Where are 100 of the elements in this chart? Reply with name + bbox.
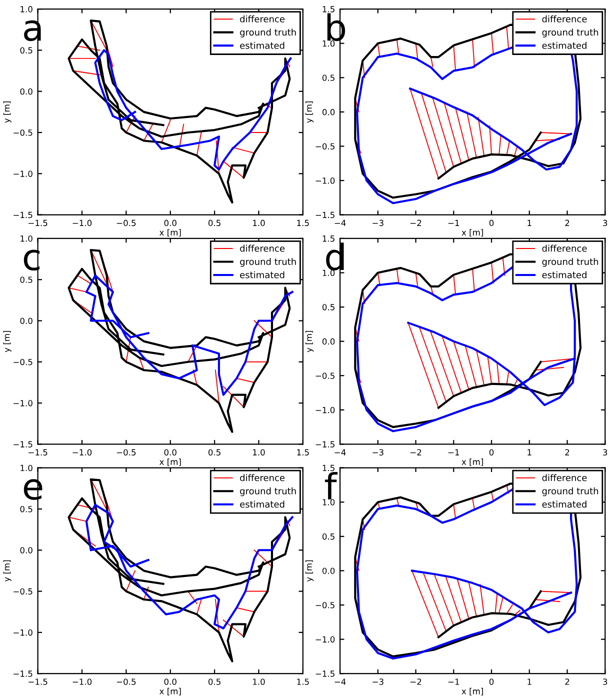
legend-label: difference — [240, 244, 285, 252]
y-tick-label: −1.0 — [316, 406, 335, 414]
y-tick-label: −0.5 — [316, 143, 334, 150]
legend-label: difference — [542, 474, 587, 482]
y-axis-title: y [m] — [305, 560, 314, 582]
x-tick-label: −4 — [334, 678, 346, 685]
x-tick-label: 0.5 — [208, 449, 220, 456]
y-tick-label: −1.0 — [14, 629, 32, 636]
x-tick-label: −3 — [372, 449, 384, 456]
y-axis-title: y [m] — [305, 102, 314, 123]
legend-label: difference — [240, 15, 285, 22]
y-tick-label: −1.0 — [14, 170, 32, 177]
x-tick-label: −1.0 — [72, 678, 92, 685]
legend-label: difference — [542, 15, 587, 22]
x-tick-label: −1.5 — [28, 678, 48, 685]
x-tick-label: −3 — [372, 220, 384, 226]
x-tick-label: −1 — [448, 678, 460, 685]
y-axis-title: y [m] — [3, 102, 12, 123]
y-tick-label: −0.5 — [14, 358, 32, 366]
legend-label: estimated — [240, 271, 284, 278]
y-tick-label: −1.5 — [316, 441, 334, 448]
x-axis-title: x [m] — [160, 229, 181, 237]
x-tick-label: −1 — [448, 449, 460, 456]
legend-label: ground truth — [240, 28, 296, 38]
y-tick-label: 0.5 — [20, 47, 32, 54]
legend-label: estimated — [240, 500, 284, 508]
y-tick-label: 1.0 — [322, 40, 335, 47]
y-tick-label: 0.0 — [20, 318, 32, 324]
x-tick-label: −1.5 — [28, 449, 48, 456]
y-tick-label: 0.5 — [322, 533, 334, 540]
y-tick-label: −0.5 — [316, 372, 334, 379]
x-tick-label: 0.5 — [208, 220, 220, 226]
legend-label: ground truth — [542, 28, 598, 38]
x-tick-label: 1.0 — [253, 678, 265, 685]
x-tick-label: 2 — [565, 220, 570, 226]
y-tick-label: −0.5 — [316, 602, 334, 608]
y-tick-label: 0.0 — [322, 338, 335, 345]
legend-label: ground truth — [542, 258, 598, 267]
y-tick-label: −1.0 — [14, 400, 32, 406]
x-tick-label: −1.5 — [28, 220, 48, 226]
x-tick-label: −2 — [410, 220, 422, 226]
x-tick-label: 0.5 — [208, 678, 220, 685]
x-tick-label: 0.0 — [164, 678, 176, 685]
x-tick-label: 0 — [489, 220, 494, 226]
y-tick-label: −0.5 — [14, 588, 32, 595]
y-tick-label: 0.5 — [322, 74, 334, 81]
x-tick-label: −4 — [334, 220, 346, 226]
y-tick-label: 1.0 — [322, 499, 335, 506]
x-tick-label: 1.5 — [297, 220, 309, 226]
x-axis-title: x [m] — [160, 458, 181, 466]
y-tick-label: 0.0 — [322, 568, 335, 574]
x-axis-title: x [m] — [462, 229, 483, 237]
y-tick-label: −1.5 — [316, 212, 334, 218]
y-tick-label: −1.5 — [14, 212, 32, 218]
y-tick-label: 0.0 — [20, 88, 32, 95]
x-axis-title: x [m] — [160, 688, 181, 696]
y-axis-title: y [m] — [305, 330, 314, 352]
x-tick-label: 3 — [603, 678, 608, 685]
x-tick-label: −1.0 — [72, 220, 92, 226]
x-tick-label: 0 — [489, 449, 494, 456]
y-tick-label: −1.0 — [316, 636, 335, 643]
legend-label: difference — [542, 244, 587, 252]
x-tick-label: 1 — [528, 678, 532, 685]
x-tick-label: 0.0 — [164, 449, 176, 456]
x-tick-label: 1.0 — [253, 220, 265, 226]
legend-label: ground truth — [240, 258, 296, 267]
x-tick-label: 2 — [565, 449, 570, 456]
x-tick-label: 3 — [603, 449, 608, 456]
y-tick-label: 0.0 — [20, 547, 32, 554]
y-tick-label: 0.0 — [322, 108, 335, 116]
legend-label: estimated — [542, 271, 586, 278]
y-tick-label: 1.0 — [322, 270, 335, 276]
y-tick-label: 1.0 — [20, 235, 32, 242]
legend-label: ground truth — [542, 487, 598, 496]
legend-label: ground truth — [240, 487, 296, 496]
y-tick-label: 0.5 — [20, 506, 32, 512]
legend-label: estimated — [542, 500, 586, 508]
x-tick-label: −2 — [410, 449, 422, 456]
x-tick-label: −0.5 — [116, 220, 136, 226]
y-tick-label: −1.5 — [316, 670, 334, 677]
legend-label: estimated — [240, 42, 284, 49]
y-tick-label: −0.5 — [14, 129, 32, 136]
x-tick-label: 1.5 — [297, 449, 309, 456]
legend-label: difference — [240, 474, 285, 482]
x-tick-label: 3 — [603, 220, 608, 226]
y-axis-title: y [m] — [3, 330, 12, 352]
x-tick-label: 2 — [565, 678, 570, 685]
x-tick-label: 1.5 — [297, 678, 309, 685]
y-tick-label: 1.5 — [322, 6, 334, 12]
y-tick-label: 1.0 — [20, 464, 32, 472]
y-tick-label: −1.5 — [14, 670, 32, 677]
x-axis-title: x [m] — [462, 688, 483, 696]
y-axis-title: y [m] — [3, 560, 12, 582]
x-tick-label: −4 — [334, 449, 346, 456]
y-tick-label: 1.5 — [322, 464, 334, 472]
y-tick-label: 0.5 — [322, 304, 334, 310]
x-axis-title: x [m] — [462, 458, 483, 466]
y-tick-label: 1.0 — [20, 6, 32, 12]
y-tick-label: 0.5 — [20, 276, 32, 283]
x-tick-label: 1 — [528, 220, 532, 226]
